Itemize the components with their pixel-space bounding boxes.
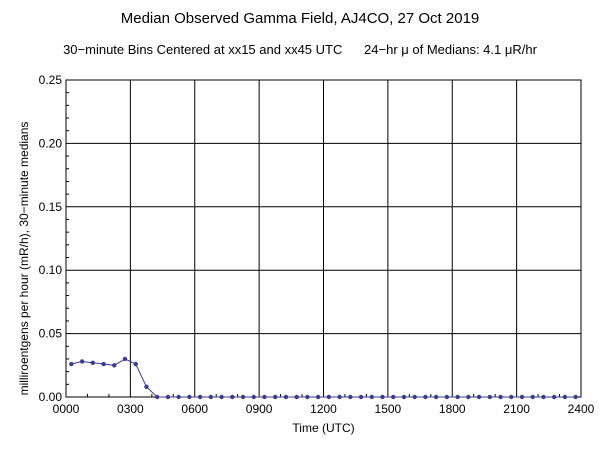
data-point [455,394,460,400]
y-tick-label: 0.00 [39,390,63,404]
data-point [154,394,160,400]
data-point [433,394,439,400]
data-point [122,356,128,362]
data-point [315,394,321,400]
data-point [197,394,203,400]
y-axis: 0.00 0.05 0.10 0.15 0.20 0.25 [39,73,69,404]
x-tick-label: 0900 [246,402,273,416]
subtitle-bin-info: 30−minute Bins Centered at xx15 and xx45… [63,42,343,57]
data-point [412,394,417,400]
data-point [509,394,514,400]
y-tick-label: 0.15 [39,200,63,214]
x-tick-label: 2400 [568,402,595,416]
y-tick-label: 0.05 [39,327,63,341]
subtitle-mean-info: 24−hr μ of Medians: 4.1 μR/hr [364,42,537,57]
data-point [541,394,546,400]
data-point [380,394,385,400]
y-tick-label: 0.20 [39,136,63,150]
x-tick-label: 0000 [53,402,80,416]
data-point [401,394,407,400]
data-point [165,394,171,400]
data-point [294,394,299,400]
y-axis-label: milliroentgens per hour (mR/h), 30−minut… [17,122,31,396]
chart-title: Median Observed Gamma Field, AJ4CO, 27 O… [120,10,480,27]
chart-subtitle: 30−minute Bins Centered at xx15 and xx45… [0,42,600,57]
data-point [358,394,364,400]
data-point [369,394,374,400]
data-point [519,394,525,400]
x-tick-label: 2100 [503,402,530,416]
data-point [305,394,310,400]
data-point [230,394,235,400]
data-point [240,394,246,400]
x-tick-label: 1500 [375,402,402,416]
data-point [219,394,224,400]
data-point [573,394,578,400]
data-point [326,394,332,400]
data-point [262,394,267,400]
data-point [551,394,557,400]
data-point [251,394,256,400]
y-tick-label: 0.25 [39,73,63,87]
data-point [348,394,353,400]
y-tick-label: 0.10 [39,263,63,277]
data-point [176,394,181,400]
x-tick-label: 1200 [310,402,337,416]
data-point [391,394,396,400]
data-point [466,394,471,400]
data-point [208,394,214,400]
data-point [337,394,342,400]
series-layer [69,356,578,400]
data-point [69,361,74,367]
data-point [144,384,149,390]
data-point [187,394,192,400]
data-point [101,361,106,367]
data-point [476,394,482,400]
x-tick-label: 0600 [181,402,208,416]
data-point [530,394,535,400]
data-point [79,359,85,364]
data-point [133,361,138,367]
data-point [423,394,428,400]
data-point [498,394,503,400]
data-point [444,394,450,400]
data-point [90,360,96,365]
data-point [487,394,493,400]
x-tick-label: 0300 [117,402,144,416]
x-axis-label: Time (UTC) [292,421,354,435]
grid-lines [66,80,581,397]
data-point [112,363,117,368]
data-point [283,394,289,400]
data-point [562,394,568,400]
x-tick-label: 1800 [439,402,466,416]
data-point [273,394,278,400]
x-axis: 0000 0300 0600 0900 1200 1500 1800 2100 2400 [53,394,595,416]
